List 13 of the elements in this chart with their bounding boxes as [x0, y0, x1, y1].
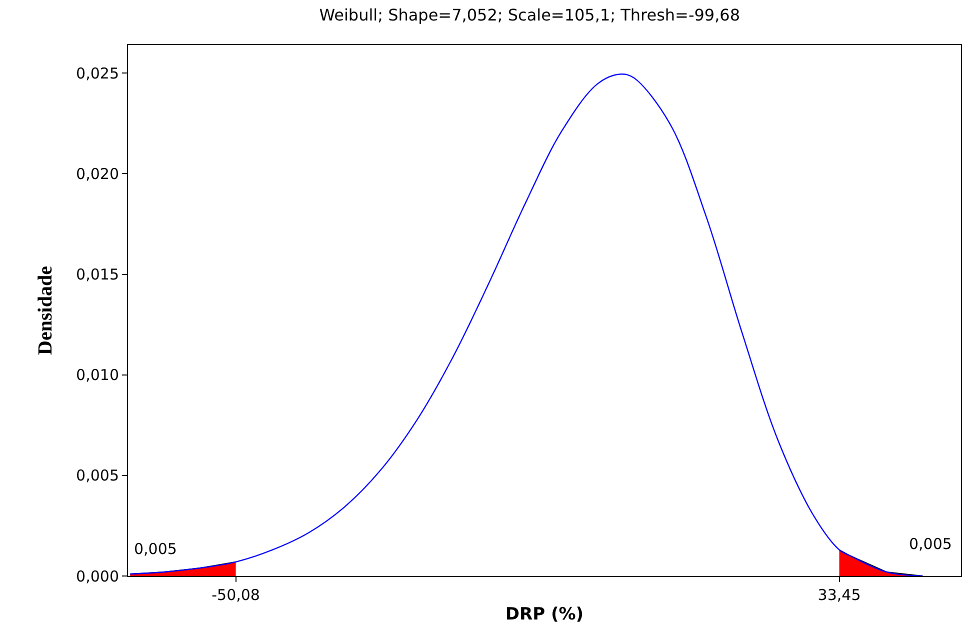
- y-tick-label: 0,015: [76, 266, 119, 284]
- y-axis-title: Densidade: [34, 266, 57, 355]
- x-tick-label: 33,45: [818, 586, 861, 604]
- x-axis-title: DRP (%): [505, 604, 584, 624]
- y-tick-label: 0,000: [76, 567, 119, 586]
- y-tick-label: 0,005: [76, 466, 119, 485]
- annotation: 0,005: [909, 535, 952, 553]
- annotation: 0,005: [134, 540, 177, 558]
- chart-title: Weibull; Shape=7,052; Scale=105,1; Thresh=-99,68: [319, 6, 740, 25]
- y-tick-label: 0,025: [76, 64, 119, 82]
- x-tick-label: -50,08: [212, 586, 260, 604]
- y-tick-label: 0,020: [76, 164, 119, 183]
- y-tick-label: 0,010: [76, 366, 119, 384]
